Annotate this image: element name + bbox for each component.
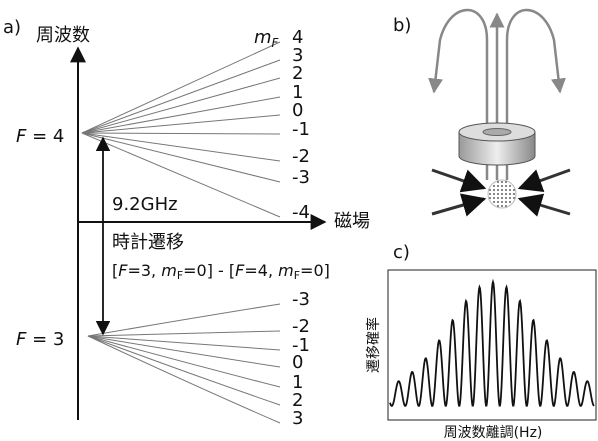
mf-label: 3: [292, 408, 303, 429]
segment: =3,: [127, 261, 161, 280]
level-line: [88, 336, 280, 405]
rest: = 3: [26, 329, 64, 350]
mf-label: 0: [292, 100, 303, 121]
figure: a) 周波数 磁場 mF F = 4 F = 3 9.2GHz 時計遷移 [F=…: [0, 0, 598, 441]
level-line: [82, 78, 280, 133]
level-line: [88, 336, 280, 387]
y-axis-label: 周波数: [36, 25, 90, 46]
panel-label: c): [393, 242, 410, 263]
mf-label: -2: [292, 316, 310, 337]
y-axis-label: 遷移確率: [365, 317, 382, 373]
atom-cloud: [488, 180, 516, 208]
level-line: [82, 133, 280, 161]
sub: F: [272, 36, 280, 50]
cylinder: [459, 123, 535, 165]
level-line: [88, 304, 280, 336]
level-line: [82, 115, 280, 133]
transition-name: 時計遷移: [112, 232, 184, 253]
var: F: [16, 329, 27, 350]
transition: [F=3, mF=0] - [F=4, mF=0]: [112, 261, 330, 283]
frequency: 9.2GHz: [112, 194, 178, 215]
var: F: [16, 126, 27, 147]
mf-label: -3: [292, 289, 310, 310]
level-line: [82, 42, 280, 133]
level-label: F = 3: [16, 329, 64, 350]
level-line: [82, 133, 280, 134]
mf-label: -4: [292, 202, 310, 223]
x-axis-label: 磁場: [334, 211, 370, 232]
segment: m: [161, 261, 177, 280]
mf-label: -3: [292, 167, 310, 188]
mf-label: 2: [292, 63, 303, 84]
mf-label: -2: [292, 146, 310, 167]
level-line: [88, 336, 280, 350]
mf-header: mF: [254, 27, 280, 50]
segment: m: [278, 261, 294, 280]
level-line: [88, 331, 280, 336]
x-axis-label: 周波数離調(Hz): [444, 424, 543, 441]
level-line: [82, 60, 280, 133]
segment: =4,: [244, 261, 278, 280]
panel-label: a): [3, 17, 21, 38]
mf-label: 0: [292, 352, 303, 373]
level-label: F = 4: [16, 126, 64, 147]
var: m: [254, 27, 272, 48]
segment: =0] - [: [183, 261, 235, 280]
segment: =0]: [300, 261, 330, 280]
mf-label: -1: [292, 119, 310, 140]
rest: = 4: [26, 126, 64, 147]
level-line: [82, 97, 280, 133]
panel-label: b): [393, 15, 411, 36]
